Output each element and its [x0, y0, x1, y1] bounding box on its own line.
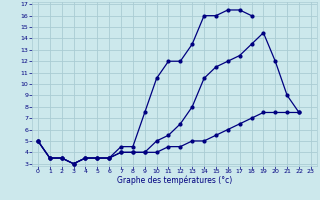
X-axis label: Graphe des températures (°c): Graphe des températures (°c) [117, 176, 232, 185]
